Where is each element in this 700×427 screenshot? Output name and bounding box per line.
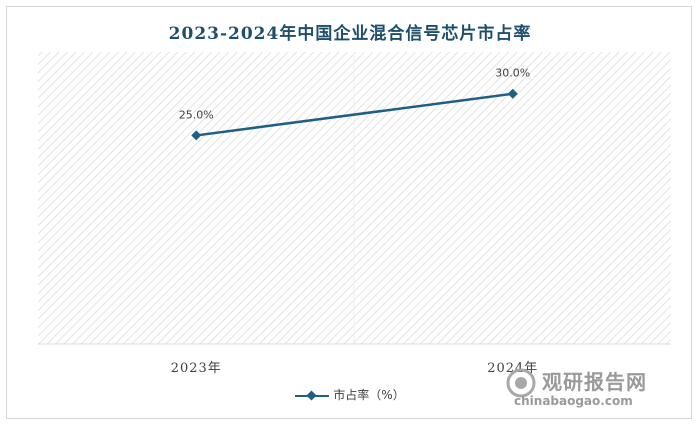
legend-swatch: [295, 390, 330, 402]
x-axis-ticks: 2023年 2024年: [171, 361, 538, 376]
data-label: 30.0%: [495, 67, 530, 80]
legend: 市占率（%）: [0, 386, 700, 403]
data-point-marker: [507, 88, 518, 99]
watermark: 观研报告网 chinabaogao.com: [506, 366, 676, 412]
data-point-marker: [191, 130, 202, 141]
legend-label: 市占率（%）: [333, 388, 405, 402]
series-line: [196, 92, 513, 137]
chart-title: 2023-2024年中国企业混合信号芯片市占率: [168, 24, 532, 44]
x-tick-label: 2023年: [171, 361, 222, 376]
data-labels: 25.0% 30.0%: [179, 67, 530, 122]
watermark-logo-icon: [506, 368, 536, 398]
watermark-url: chinabaogao.com: [514, 394, 633, 408]
series-layer: [191, 88, 518, 141]
x-tick-label: 2024年: [487, 361, 538, 376]
data-label: 25.0%: [179, 108, 214, 121]
watermark-name: 观研报告网: [542, 370, 647, 394]
